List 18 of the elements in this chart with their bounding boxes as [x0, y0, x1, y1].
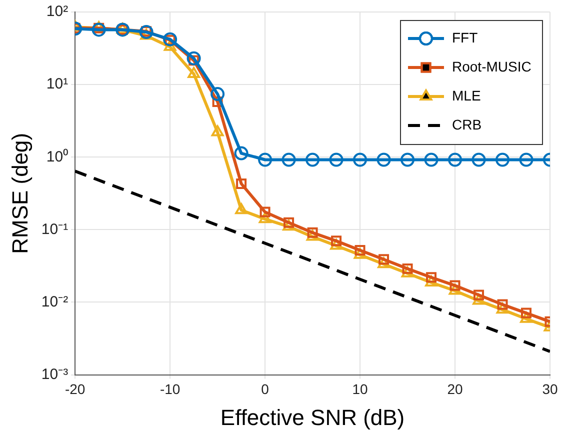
y-tick-label: 10¹: [46, 76, 68, 93]
y-tick-label: 10⁻¹: [41, 220, 68, 238]
x-tick-label: 20: [447, 381, 464, 398]
y-tick-label: 10⁻³: [41, 366, 68, 383]
y-axis-title: RMSE (deg): [7, 132, 32, 254]
x-tick-label: 30: [542, 381, 558, 398]
legend-label: CRB: [452, 116, 482, 132]
y-tick-label: 10²: [46, 3, 68, 20]
x-tick-label: 0: [261, 381, 270, 398]
x-tick-label: -10: [160, 381, 180, 398]
legend-label: Root-MUSIC: [452, 58, 532, 74]
y-tick-label: 10⁰: [46, 148, 68, 166]
x-axis-title: Effective SNR (dB): [220, 404, 405, 430]
y-tick-label: 10⁻²: [41, 293, 68, 310]
x-tick-label: -20: [64, 381, 86, 398]
x-tick-label: 10: [352, 381, 368, 398]
legend-label: FFT: [452, 29, 478, 46]
legend-label: MLE: [452, 87, 481, 104]
